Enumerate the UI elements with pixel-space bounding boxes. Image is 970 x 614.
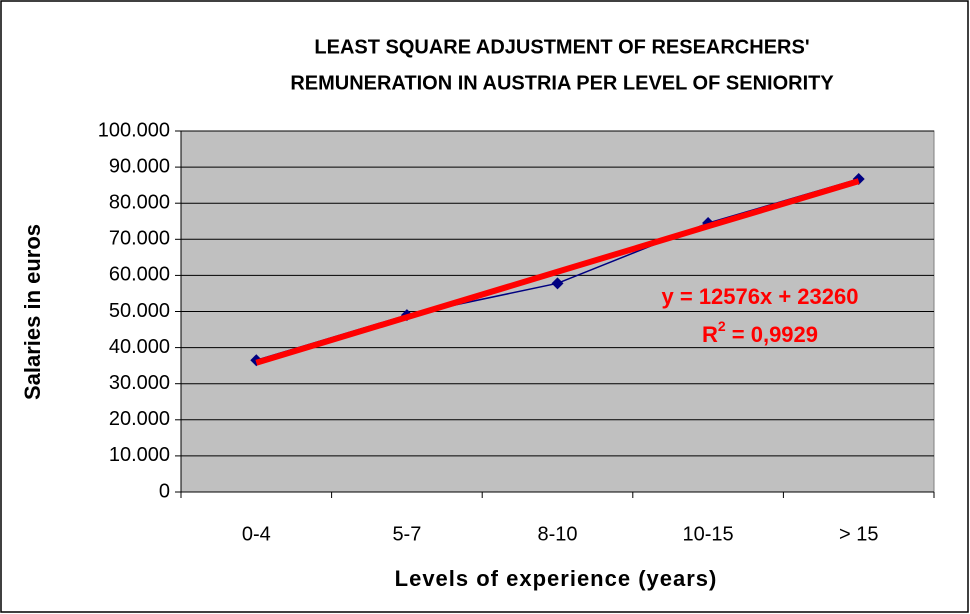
trendline bbox=[255, 178, 860, 366]
y-tick-label: 100.000 bbox=[98, 119, 170, 141]
y-tick-label: 70.000 bbox=[109, 228, 170, 250]
chart-title: LEAST SQUARE ADJUSTMENT OF RESEARCHERS' bbox=[314, 36, 809, 58]
r-squared-part: R bbox=[702, 322, 718, 347]
y-tick-label: 10.000 bbox=[109, 444, 170, 466]
x-tick-label: 10-15 bbox=[683, 523, 734, 545]
trendline-equation: y = 12576x + 23260 bbox=[662, 284, 859, 309]
r-squared-part: 2 bbox=[718, 318, 726, 334]
x-tick-label: 0-4 bbox=[242, 523, 271, 545]
x-tick-label: > 15 bbox=[839, 523, 878, 545]
y-axis-label: Salaries in euros bbox=[20, 224, 45, 400]
y-tick-label: 90.000 bbox=[109, 155, 170, 177]
x-tick-label: 8-10 bbox=[537, 523, 577, 545]
y-tick-label: 20.000 bbox=[109, 408, 170, 430]
r-squared: R2 = 0,9929 bbox=[702, 318, 818, 347]
y-tick-label: 60.000 bbox=[109, 264, 170, 286]
data-point bbox=[551, 277, 564, 290]
y-tick-label: 50.000 bbox=[109, 300, 170, 322]
chart-title: REMUNERATION IN AUSTRIA PER LEVEL OF SEN… bbox=[290, 72, 834, 94]
y-tick-label: 40.000 bbox=[109, 336, 170, 358]
r-squared-part: = 0,9929 bbox=[726, 322, 818, 347]
y-tick-label: 0 bbox=[159, 480, 170, 502]
y-tick-label: 30.000 bbox=[109, 372, 170, 394]
x-tick-label: 5-7 bbox=[392, 523, 421, 545]
x-axis-label: Levels of experience (years) bbox=[395, 566, 718, 591]
y-tick-label: 80.000 bbox=[109, 191, 170, 213]
